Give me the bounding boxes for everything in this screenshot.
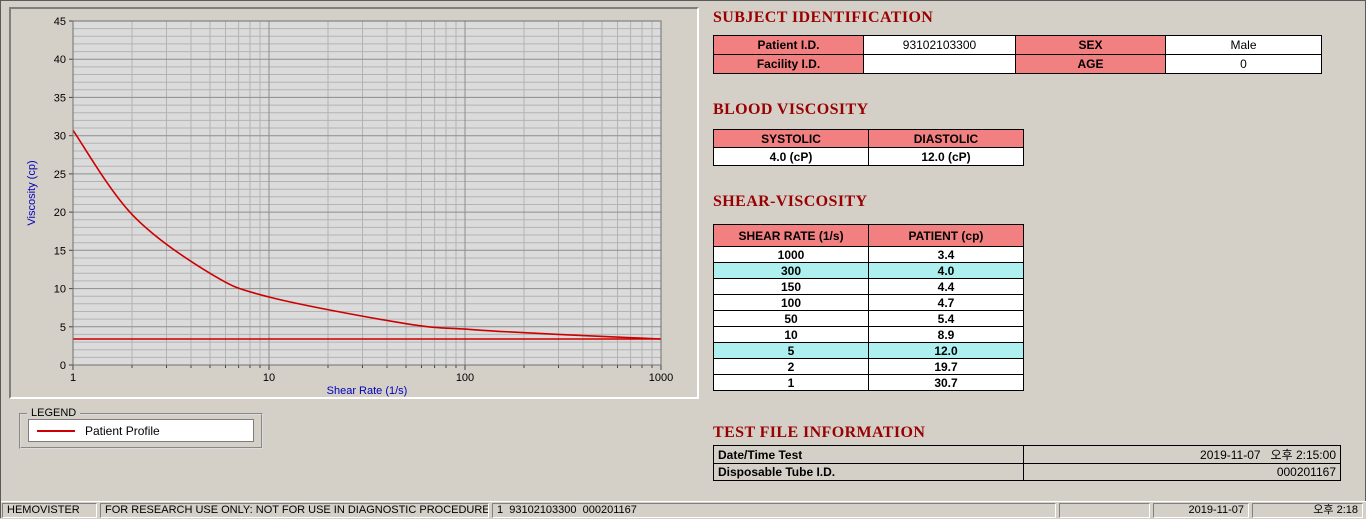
svg-text:15: 15: [54, 245, 66, 257]
facility-id-label: Facility I.D.: [713, 54, 864, 74]
patient-viscosity-cell: 19.7: [868, 358, 1024, 375]
patient-viscosity-cell: 3.4: [868, 246, 1024, 263]
legend-group-title: LEGEND: [27, 407, 81, 419]
svg-text:1: 1: [70, 372, 76, 384]
svg-text:45: 45: [54, 16, 66, 28]
shear-rate-cell: 1000: [713, 246, 869, 263]
facility-id-value: [863, 54, 1016, 74]
shear-rate-cell: 10: [713, 326, 869, 343]
diastolic-header: DIASTOLIC: [868, 129, 1024, 148]
svg-text:10: 10: [54, 284, 66, 296]
blood-viscosity-title: BLOOD VISCOSITY: [713, 101, 869, 118]
legend-entry: Patient Profile: [28, 419, 254, 442]
patient-viscosity-cell: 4.0: [868, 262, 1024, 279]
svg-text:20: 20: [54, 207, 66, 219]
svg-text:35: 35: [54, 92, 66, 104]
patient-id-value: 93102103300: [863, 35, 1016, 55]
svg-text:40: 40: [54, 54, 66, 66]
table-row: Disposable Tube I.D. 000201167: [713, 463, 1341, 481]
status-date: 2019-11-07: [1153, 503, 1249, 518]
date-time-test-value: 2019-11-07 오후 2:15:00: [1023, 445, 1341, 464]
subject-identification-title: SUBJECT IDENTIFICATION: [713, 9, 934, 26]
blood-viscosity-table: SYSTOLIC DIASTOLIC 4.0 (cP) 12.0 (cP): [713, 129, 1024, 166]
sex-label: SEX: [1015, 35, 1166, 55]
table-row[interactable]: 150 4.4: [713, 278, 1024, 295]
shear-rate-cell: 300: [713, 262, 869, 279]
shear-rate-cell: 50: [713, 310, 869, 327]
svg-text:30: 30: [54, 131, 66, 143]
shear-rate-cell: 2: [713, 358, 869, 375]
svg-text:Shear Rate (1/s): Shear Rate (1/s): [327, 385, 408, 397]
shear-rate-cell: 100: [713, 294, 869, 311]
shear-rate-cell: 150: [713, 278, 869, 295]
table-row: Facility I.D. AGE 0: [713, 54, 1322, 74]
table-row[interactable]: 10 8.9: [713, 326, 1024, 343]
shear-rate-cell: 5: [713, 342, 869, 359]
status-record-info: 1 93102103300 000201167: [492, 503, 1056, 518]
age-label: AGE: [1015, 54, 1166, 74]
patient-cp-header: PATIENT (cp): [868, 224, 1024, 247]
diastolic-value: 12.0 (cP): [868, 147, 1024, 166]
table-row[interactable]: 1 30.7: [713, 374, 1024, 391]
patient-viscosity-cell: 12.0: [868, 342, 1024, 359]
patient-id-label: Patient I.D.: [713, 35, 864, 55]
shear-rate-cell: 1: [713, 374, 869, 391]
table-row[interactable]: 300 4.0: [713, 262, 1024, 279]
svg-text:0: 0: [60, 360, 66, 372]
patient-viscosity-cell: 4.4: [868, 278, 1024, 295]
svg-text:1000: 1000: [649, 372, 673, 384]
systolic-header: SYSTOLIC: [713, 129, 869, 148]
viscosity-chart-panel: 0 5 10 15 20 25 30 35 40 45 1 10 100 1000 Shear Rate (…: [9, 7, 699, 399]
status-time: 오후 2:18: [1252, 503, 1363, 518]
patient-profile-line-swatch: [37, 429, 75, 432]
sex-value: Male: [1165, 35, 1322, 55]
patient-viscosity-cell: 30.7: [868, 374, 1024, 391]
legend-entry-label: Patient Profile: [85, 423, 160, 438]
table-header-row: SHEAR RATE (1/s) PATIENT (cp): [713, 224, 1024, 247]
patient-viscosity-cell: 8.9: [868, 326, 1024, 343]
patient-viscosity-cell: 4.7: [868, 294, 1024, 311]
svg-text:5: 5: [60, 322, 66, 334]
systolic-value: 4.0 (cP): [713, 147, 869, 166]
svg-text:Viscosity (cp): Viscosity (cp): [26, 160, 38, 225]
subject-identification-table: Patient I.D. 93102103300 SEX Male Facili…: [713, 35, 1322, 74]
disposable-tube-id-value: 000201167: [1023, 463, 1341, 481]
status-app-name: HEMOVISTER: [2, 503, 97, 518]
table-row[interactable]: 50 5.4: [713, 310, 1024, 327]
viscosity-chart: 0 5 10 15 20 25 30 35 40 45 1 10 100 1000 Shear Rate (…: [26, 16, 673, 397]
table-row[interactable]: 100 4.7: [713, 294, 1024, 311]
table-row: Patient I.D. 93102103300 SEX Male: [713, 35, 1322, 55]
shear-rate-header: SHEAR RATE (1/s): [713, 224, 869, 247]
test-file-information-title: TEST FILE INFORMATION: [713, 424, 926, 441]
disposable-tube-id-label: Disposable Tube I.D.: [713, 463, 1024, 481]
table-row[interactable]: 5 12.0: [713, 342, 1024, 359]
table-row: SYSTOLIC DIASTOLIC: [713, 129, 1024, 148]
status-notice: FOR RESEARCH USE ONLY: NOT FOR USE IN DI…: [100, 503, 489, 518]
age-value: 0: [1165, 54, 1322, 74]
table-row[interactable]: 2 19.7: [713, 358, 1024, 375]
shear-viscosity-table: SHEAR RATE (1/s) PATIENT (cp) 1000 3.4 3…: [713, 224, 1024, 391]
test-file-table: Date/Time Test 2019-11-07 오후 2:15:00 Dis…: [713, 445, 1341, 481]
status-bar: HEMOVISTER FOR RESEARCH USE ONLY: NOT FO…: [1, 501, 1366, 519]
svg-text:10: 10: [263, 372, 275, 384]
patient-viscosity-cell: 5.4: [868, 310, 1024, 327]
date-time-test-label: Date/Time Test: [713, 445, 1024, 464]
table-row: Date/Time Test 2019-11-07 오후 2:15:00: [713, 445, 1341, 464]
status-empty-panel: [1059, 503, 1150, 518]
table-row: 4.0 (cP) 12.0 (cP): [713, 147, 1024, 166]
svg-text:100: 100: [456, 372, 474, 384]
chart-legend-group: LEGEND Patient Profile: [19, 407, 263, 449]
table-row[interactable]: 1000 3.4: [713, 246, 1024, 263]
shear-viscosity-title: SHEAR-VISCOSITY: [713, 193, 868, 210]
svg-text:25: 25: [54, 169, 66, 181]
